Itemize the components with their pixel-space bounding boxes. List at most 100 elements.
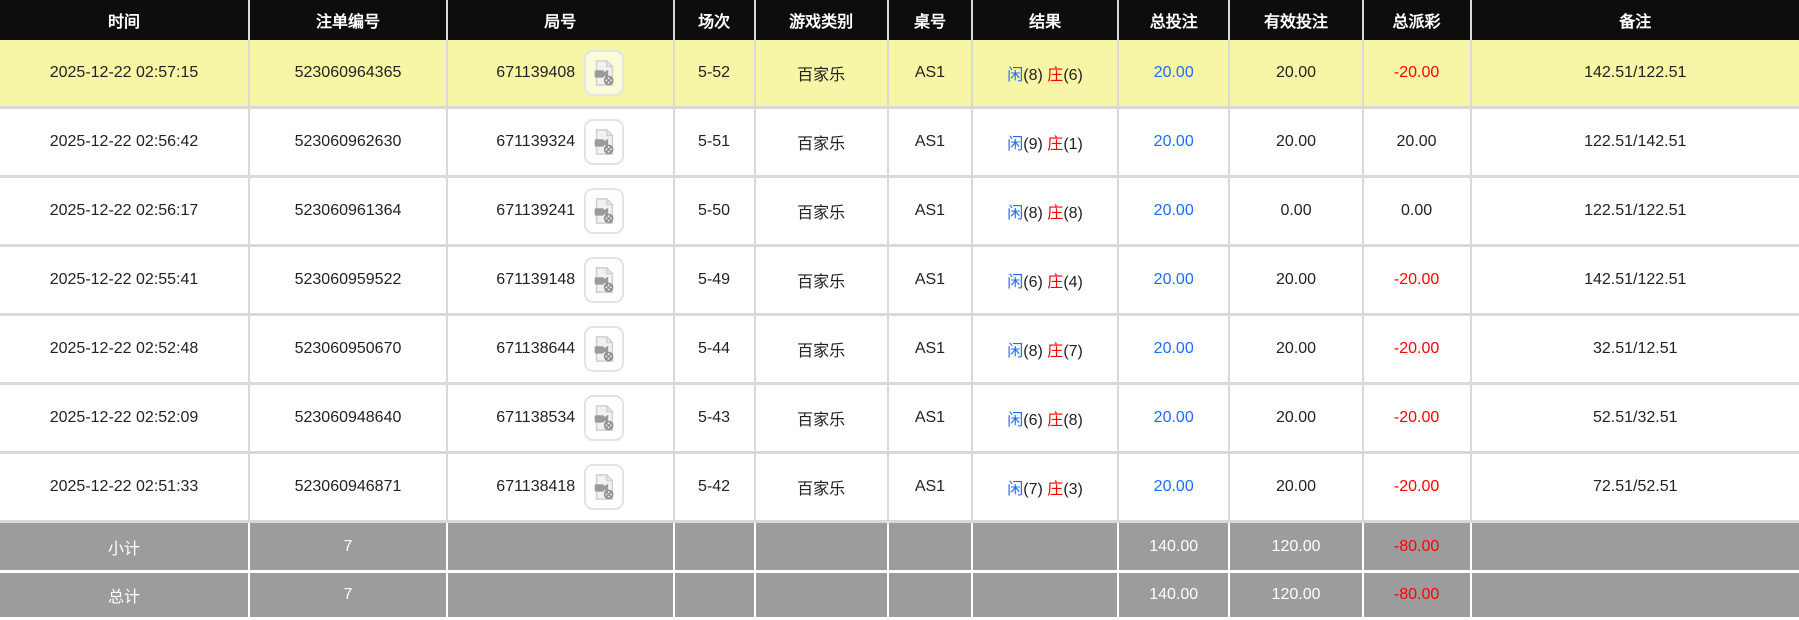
- cell-round-no: 671138534: [447, 385, 675, 454]
- result-banker-score: (8): [1063, 205, 1083, 222]
- cell-remark: 142.51/122.51: [1471, 247, 1799, 316]
- cell-payout: -20.00: [1363, 454, 1472, 523]
- cell-round-no: 671138418: [447, 454, 675, 523]
- cell-remark: 72.51/52.51: [1471, 454, 1799, 523]
- round-no-text: 671138418: [496, 478, 576, 495]
- summary-empty-round: [447, 573, 675, 620]
- cell-session: 5-50: [674, 178, 756, 247]
- cell-remark: 52.51/32.51: [1471, 385, 1799, 454]
- summary-count: 7: [250, 573, 448, 620]
- cell-result: 闲(8) 庄(8): [973, 178, 1119, 247]
- result-player-score: (8): [1023, 67, 1043, 84]
- video-replay-icon: [591, 128, 617, 156]
- video-replay-icon: [591, 59, 617, 87]
- col-header-payout: 总派彩: [1363, 0, 1472, 40]
- round-no-text: 671139324: [496, 133, 576, 150]
- video-replay-button[interactable]: [584, 119, 625, 165]
- result-player-label: 闲: [1007, 274, 1024, 291]
- cell-payout: -20.00: [1363, 385, 1472, 454]
- result-banker-score: (4): [1063, 274, 1083, 291]
- table-row: 2025-12-22 02:51:33 523060946871 671138418…: [0, 454, 1799, 523]
- video-replay-button[interactable]: [584, 257, 625, 303]
- result-player-label: 闲: [1007, 343, 1024, 360]
- cell-time: 2025-12-22 02:56:42: [0, 109, 251, 178]
- round-no-wrap: 671138644: [449, 326, 672, 372]
- cell-table-no: AS1: [888, 385, 974, 454]
- result-player-label: 闲: [1007, 205, 1024, 222]
- cell-round-no: 671138644: [447, 316, 675, 385]
- grand-total-row: 总计 7 140.00 120.00 -80.00: [0, 573, 1799, 620]
- cell-round-no: 671139408: [447, 40, 675, 109]
- table-row: 2025-12-22 02:52:09 523060948640 671138534…: [0, 385, 1799, 454]
- col-header-table-no: 桌号: [888, 0, 974, 40]
- table-row: 2025-12-22 02:56:42 523060962630 671139324…: [0, 109, 1799, 178]
- cell-table-no: AS1: [888, 178, 974, 247]
- cell-bet-id: 523060959522: [250, 247, 448, 316]
- video-replay-button[interactable]: [584, 188, 625, 234]
- summary-empty-game: [755, 523, 889, 573]
- cell-result: 闲(6) 庄(4): [973, 247, 1119, 316]
- cell-round-no: 671139148: [447, 247, 675, 316]
- cell-total-bet: 20.00: [1118, 316, 1231, 385]
- cell-remark: 142.51/122.51: [1471, 40, 1799, 109]
- summary-valid-bet: 120.00: [1230, 573, 1364, 620]
- cell-valid-bet: 20.00: [1230, 109, 1364, 178]
- col-header-result: 结果: [973, 0, 1119, 40]
- result-banker-label: 庄: [1047, 205, 1064, 222]
- cell-table-no: AS1: [888, 247, 974, 316]
- cell-payout: -20.00: [1363, 316, 1472, 385]
- result-player-score: (9): [1023, 136, 1043, 153]
- summary-empty-table: [888, 523, 974, 573]
- result-player-label: 闲: [1007, 412, 1024, 429]
- round-no-wrap: 671139241: [449, 188, 672, 234]
- cell-bet-id: 523060962630: [250, 109, 448, 178]
- video-replay-button[interactable]: [584, 326, 625, 372]
- round-no-wrap: 671139408: [449, 50, 672, 96]
- col-header-bet-id: 注单编号: [250, 0, 448, 40]
- round-no-text: 671139408: [496, 64, 576, 81]
- cell-total-bet: 20.00: [1118, 40, 1231, 109]
- cell-session: 5-43: [674, 385, 756, 454]
- round-no-wrap: 671139148: [449, 257, 672, 303]
- result-banker-label: 庄: [1047, 412, 1064, 429]
- cell-time: 2025-12-22 02:51:33: [0, 454, 251, 523]
- cell-payout: -20.00: [1363, 247, 1472, 316]
- cell-payout: 20.00: [1363, 109, 1472, 178]
- summary-total-bet: 140.00: [1118, 523, 1231, 573]
- video-replay-icon: [591, 266, 617, 294]
- cell-valid-bet: 20.00: [1230, 385, 1364, 454]
- col-header-session: 场次: [674, 0, 756, 40]
- cell-table-no: AS1: [888, 316, 974, 385]
- cell-game-type: 百家乐: [755, 385, 889, 454]
- cell-total-bet: 20.00: [1118, 109, 1231, 178]
- result-banker-label: 庄: [1047, 274, 1064, 291]
- round-no-wrap: 671138418: [449, 464, 672, 510]
- result-player-label: 闲: [1007, 67, 1024, 84]
- result-player-score: (8): [1023, 205, 1043, 222]
- summary-label: 总计: [0, 573, 251, 620]
- summary-payout: -80.00: [1363, 573, 1472, 620]
- cell-game-type: 百家乐: [755, 316, 889, 385]
- cell-bet-id: 523060948640: [250, 385, 448, 454]
- video-replay-button[interactable]: [584, 464, 625, 510]
- summary-empty-session: [674, 573, 756, 620]
- summary-count: 7: [250, 523, 448, 573]
- table-row: 2025-12-22 02:57:15 523060964365 671139408…: [0, 40, 1799, 109]
- video-replay-button[interactable]: [584, 395, 625, 441]
- summary-payout: -80.00: [1363, 523, 1472, 573]
- summary-empty-result: [973, 523, 1119, 573]
- result-banker-label: 庄: [1047, 136, 1064, 153]
- cell-time: 2025-12-22 02:55:41: [0, 247, 251, 316]
- round-no-wrap: 671138534: [449, 395, 672, 441]
- video-replay-button[interactable]: [584, 50, 625, 96]
- summary-remark: [1471, 523, 1799, 573]
- cell-game-type: 百家乐: [755, 178, 889, 247]
- summary-remark: [1471, 573, 1799, 620]
- result-banker-label: 庄: [1047, 67, 1064, 84]
- cell-valid-bet: 0.00: [1230, 178, 1364, 247]
- cell-total-bet: 20.00: [1118, 247, 1231, 316]
- cell-bet-id: 523060964365: [250, 40, 448, 109]
- result-banker-label: 庄: [1047, 343, 1064, 360]
- result-banker-score: (7): [1063, 343, 1083, 360]
